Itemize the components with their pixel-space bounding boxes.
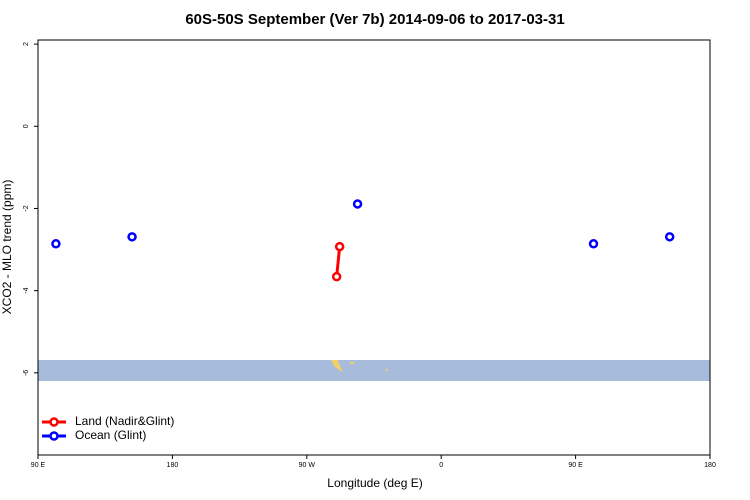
chart-title: 60S-50S September (Ver 7b) 2014-09-06 to… — [185, 11, 564, 28]
y-tick-label: -4 — [23, 287, 30, 293]
point — [51, 239, 61, 249]
x-axis-label: Longitude (deg E) — [327, 476, 422, 490]
point — [352, 199, 363, 209]
land-patch — [331, 360, 343, 372]
legend-marker — [49, 417, 59, 427]
point — [334, 241, 345, 252]
point — [127, 232, 137, 242]
point — [331, 271, 342, 282]
y-axis-label: XCO2 - MLO trend (ppm) — [0, 180, 14, 315]
y-tick-label: -2 — [23, 205, 30, 211]
legend-marker — [49, 431, 59, 441]
legend-label: Ocean (Glint) — [75, 428, 146, 442]
land-patch — [386, 369, 388, 371]
point — [588, 239, 599, 249]
y-tick-label: 2 — [23, 42, 30, 46]
x-tick-label: 180 — [167, 462, 179, 469]
y-tick-label: 0 — [23, 124, 30, 128]
series-line — [335, 246, 342, 277]
legend-label: Land (Nadir&Glint) — [75, 414, 174, 428]
point — [664, 232, 675, 242]
land-patch — [350, 362, 354, 364]
map-strip — [38, 360, 710, 381]
x-tick-label: 90 W — [299, 462, 316, 469]
x-tick-label: 90 E — [568, 462, 583, 469]
plot-frame — [37, 39, 711, 456]
x-tick-label: 0 — [439, 462, 443, 469]
y-tick-label: -6 — [23, 370, 30, 376]
x-tick-label: 90 E — [31, 462, 46, 469]
x-tick-label: 180 — [704, 462, 716, 469]
